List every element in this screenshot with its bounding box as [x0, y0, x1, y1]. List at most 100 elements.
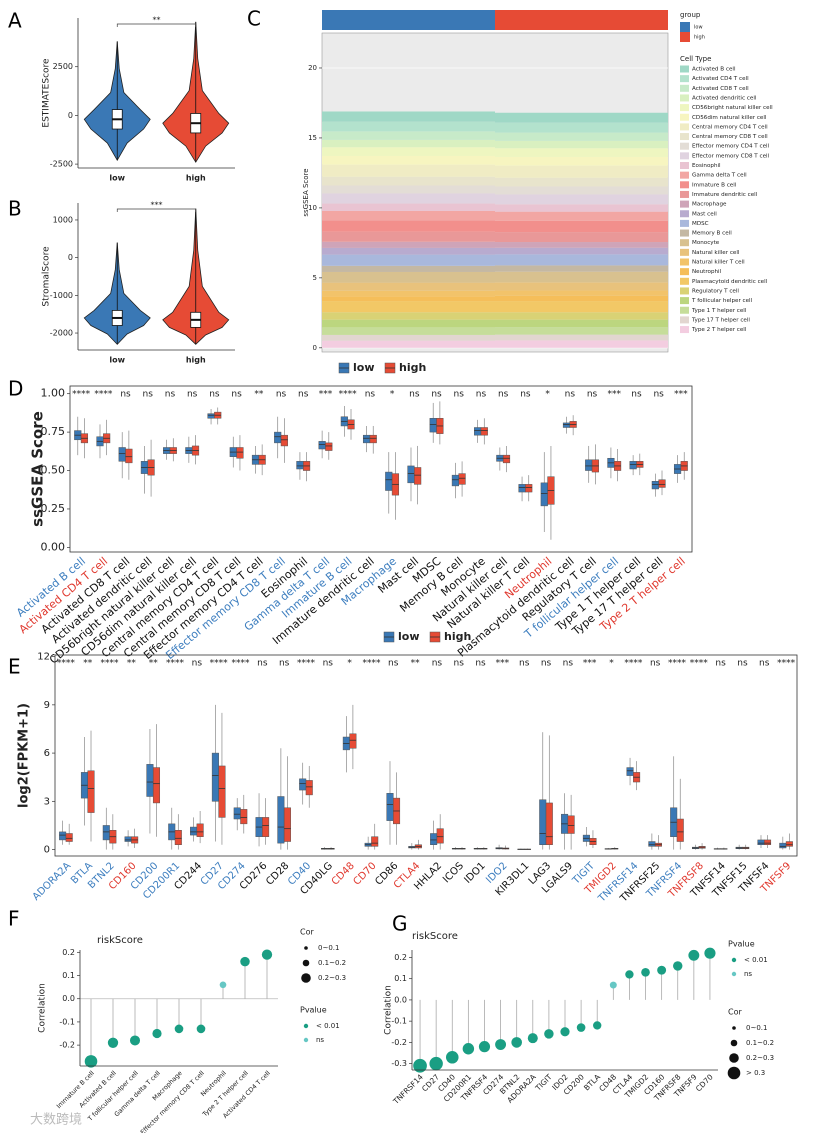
y-tick-label: 10 [308, 204, 317, 212]
legend-key [680, 181, 689, 189]
signif: ** [411, 659, 421, 669]
group-legend-key [680, 32, 690, 42]
panel-label: E [8, 655, 21, 679]
box [480, 427, 488, 436]
y-axis-label: Correlation [38, 983, 48, 1033]
y-tick-label: 0.00 [41, 540, 66, 553]
legend-key [730, 1039, 738, 1047]
y-tick-label: 3 [44, 796, 50, 807]
signif: **** [101, 659, 120, 669]
stack-segment [322, 265, 495, 272]
box [125, 448, 133, 464]
chart-title: riskScore [412, 931, 458, 942]
legend-key [729, 1053, 739, 1063]
y-tick-label: -2000 [50, 329, 73, 338]
signif: ** [153, 16, 161, 25]
legend-label: ns [744, 970, 752, 978]
legend-key [680, 287, 689, 295]
legend-label: Plasmacytoid dendritic cell [692, 279, 768, 285]
legend-key [680, 219, 689, 227]
box [240, 809, 248, 825]
box [414, 467, 422, 485]
box [283, 807, 291, 842]
box [102, 825, 110, 841]
legend-key [731, 971, 737, 977]
point [511, 1037, 522, 1048]
box [626, 767, 634, 776]
stack-segment [495, 204, 668, 212]
stack-segment [322, 193, 495, 204]
y-tick-label: 0 [68, 111, 73, 120]
legend-title: Cor [728, 1008, 742, 1017]
y-tick-label: -0.1 [391, 1017, 407, 1026]
y-axis-label: log2(FPKM+1) [17, 703, 32, 808]
signif: * [390, 390, 395, 400]
stack-segment [322, 312, 495, 320]
stack-segment [495, 186, 668, 195]
box [651, 481, 659, 490]
box [369, 434, 377, 444]
y-tick-label: 0.2 [394, 953, 407, 962]
legend-title: Pvalue [300, 1006, 327, 1015]
legend-label: 0.1~0.2 [318, 959, 346, 967]
signif: **** [362, 659, 381, 669]
signif: ns [476, 390, 487, 400]
stack-segment [322, 271, 495, 283]
signif-bracket [116, 23, 197, 27]
y-tick-label: 0.1 [394, 974, 407, 983]
stack-segment [495, 122, 668, 133]
stack-segment [322, 164, 495, 177]
signif: **** [690, 659, 709, 669]
signif-bracket [116, 208, 197, 212]
legend-key [303, 1023, 309, 1029]
legend-key [302, 959, 310, 967]
legend-title: Pvalue [728, 940, 755, 949]
stack-segment [322, 231, 495, 242]
point [625, 970, 634, 979]
point [672, 961, 683, 971]
y-tick-label: -0.2 [59, 1041, 75, 1050]
box [236, 447, 244, 459]
signif: ns [257, 659, 268, 669]
y-tick-label: -0.2 [391, 1038, 407, 1047]
signif: ns [298, 390, 309, 400]
box [407, 465, 415, 484]
stack-segment [495, 132, 668, 141]
signif: **** [777, 659, 796, 669]
box [764, 839, 772, 845]
point [107, 1037, 119, 1048]
stack-segment [322, 296, 495, 302]
y-tick-label: 20 [308, 64, 317, 72]
legend-label: T follicular helper cell [691, 298, 753, 304]
box [277, 796, 285, 844]
point [641, 967, 650, 977]
stack-segment [495, 148, 668, 157]
stack-segment [322, 247, 495, 255]
panel-border [54, 654, 798, 857]
legend-key [680, 190, 689, 198]
box [124, 836, 132, 842]
box [371, 836, 379, 847]
legend-key [680, 142, 689, 150]
box [65, 833, 73, 842]
stack-segment [495, 112, 668, 123]
y-tick-label: 5 [313, 274, 317, 282]
y-tick-label: 0.25 [41, 502, 66, 515]
legend-key [680, 171, 689, 179]
y-tick-label: 1.00 [41, 387, 66, 400]
stack-segment [495, 220, 668, 233]
box [658, 479, 666, 488]
point [527, 1033, 538, 1044]
stack-segment [495, 177, 668, 187]
legend-label: ns [316, 1036, 324, 1044]
legend-key [680, 123, 689, 131]
y-tick-label: 0 [68, 253, 73, 262]
point [704, 947, 716, 959]
signif: ** [254, 390, 264, 400]
signif: ns [631, 390, 642, 400]
box [540, 482, 548, 507]
signif: ns [409, 390, 420, 400]
stack-segment [495, 295, 668, 302]
signif: ns [231, 390, 242, 400]
legend-key [680, 152, 689, 160]
